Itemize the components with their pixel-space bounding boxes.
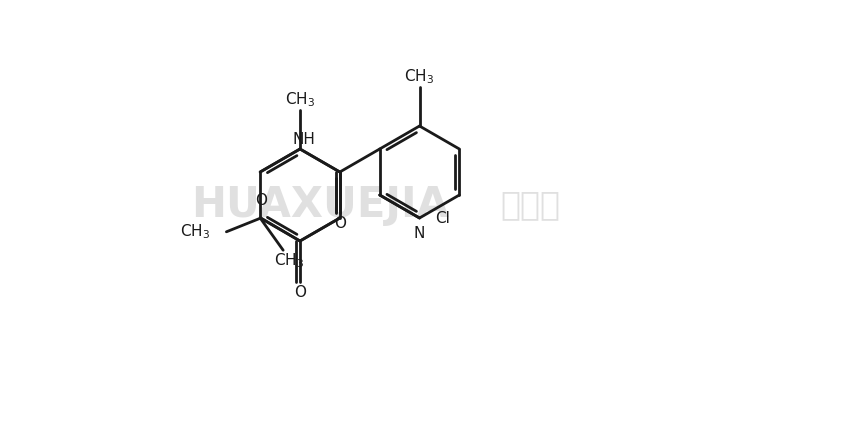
Text: CH$_3$: CH$_3$ [180, 223, 210, 241]
Text: CH$_3$: CH$_3$ [404, 68, 434, 86]
Text: N: N [413, 226, 425, 241]
Text: NH: NH [292, 132, 316, 147]
Text: CH$_3$: CH$_3$ [274, 251, 304, 270]
Text: O: O [294, 285, 306, 300]
Text: CH$_3$: CH$_3$ [285, 91, 315, 109]
Text: Cl: Cl [435, 210, 450, 226]
Text: O: O [333, 216, 346, 231]
Text: 化学加: 化学加 [500, 188, 560, 221]
Text: HUAXUEJIA: HUAXUEJIA [191, 184, 449, 226]
Text: O: O [255, 193, 267, 208]
